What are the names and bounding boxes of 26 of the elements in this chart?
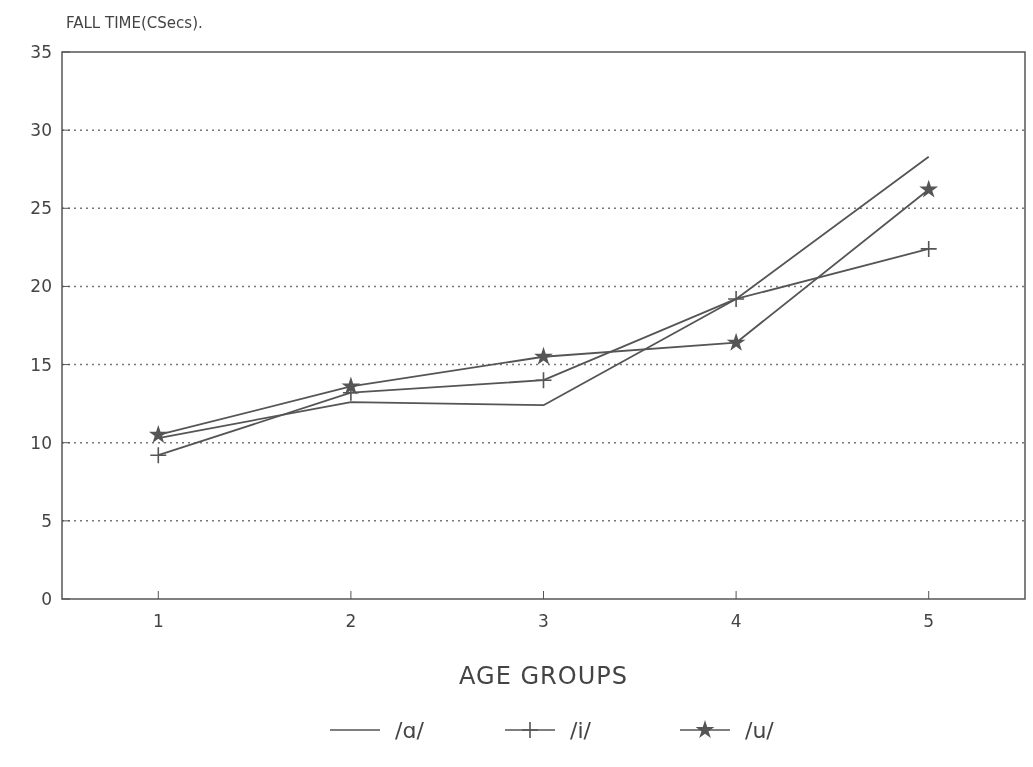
point xyxy=(148,425,168,443)
point xyxy=(534,371,553,389)
y-tick-label: 30 xyxy=(30,120,52,141)
y-tick-label: 5 xyxy=(41,510,52,531)
x-tick-label: 5 xyxy=(923,611,935,631)
legend-label: /u/ xyxy=(745,717,775,743)
x-tick-label: 2 xyxy=(345,611,357,631)
x-tick-label: 4 xyxy=(730,611,742,631)
x-tick-label: 1 xyxy=(152,611,164,631)
y-tick-label: 0 xyxy=(41,588,52,609)
y-tick-label: 10 xyxy=(30,432,52,453)
point xyxy=(534,346,553,365)
point xyxy=(919,240,938,258)
point xyxy=(727,290,745,308)
legend-label: /ɑ/ xyxy=(395,717,425,743)
point xyxy=(726,332,746,351)
y-tick-label: 20 xyxy=(30,276,52,297)
y-tick-label: 15 xyxy=(30,354,52,375)
x-axis-title: AGE GROUPS xyxy=(459,662,628,690)
y-tick-label: 25 xyxy=(30,198,52,219)
x-tick-label: 3 xyxy=(538,611,549,631)
y-axis-title: FALL TIME(CSecs). xyxy=(66,14,203,32)
point xyxy=(149,446,168,465)
legend-label: /i/ xyxy=(570,717,592,743)
point xyxy=(919,179,939,198)
y-tick-label: 35 xyxy=(30,41,52,62)
